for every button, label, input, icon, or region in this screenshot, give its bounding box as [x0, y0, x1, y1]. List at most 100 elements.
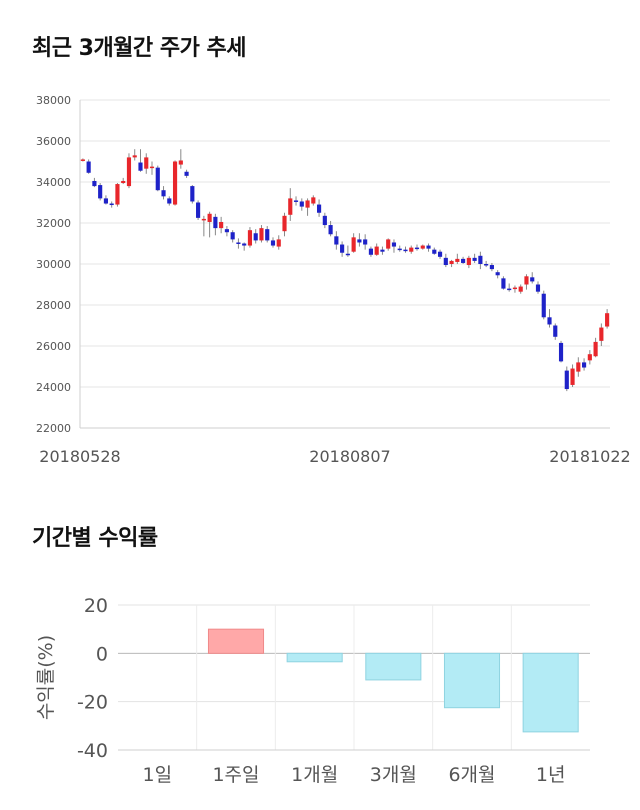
candle-body — [558, 342, 564, 362]
y-tick-label: 36000 — [36, 135, 71, 148]
candle-body — [340, 244, 345, 253]
y-tick-label: 24000 — [36, 381, 71, 394]
candle-body — [161, 190, 166, 197]
candle-body — [167, 198, 172, 204]
candle-body — [219, 221, 224, 229]
candle-body — [472, 257, 477, 261]
candle-body — [351, 237, 356, 252]
candle-body — [178, 160, 183, 165]
y-axis-title: 수익률(%) — [35, 635, 57, 720]
y-tick-label: -40 — [77, 740, 108, 762]
x-tick-label: 6개월 — [448, 764, 495, 786]
candle-body — [570, 368, 575, 385]
candle-body — [530, 277, 535, 282]
candle-body — [282, 215, 287, 232]
x-tick-label: 20181022 — [549, 447, 630, 466]
y-tick-label: 32000 — [36, 217, 71, 230]
candle-body — [587, 354, 592, 361]
candle-body — [196, 202, 201, 218]
candle-body — [305, 200, 310, 208]
y-tick-label: 26000 — [36, 340, 71, 353]
x-tick-label: 1년 — [536, 764, 566, 786]
candle-body — [201, 218, 206, 221]
candle-body — [414, 247, 420, 250]
candle-body — [132, 155, 137, 158]
candle-body — [172, 161, 178, 205]
candle-body — [363, 239, 368, 245]
candle-body — [247, 230, 253, 246]
candle-body — [86, 161, 91, 173]
candle-body — [478, 255, 483, 264]
return-bar — [522, 652, 579, 733]
candle-body — [288, 198, 293, 215]
x-tick-label: 20180807 — [309, 447, 390, 466]
candle-body — [103, 198, 108, 204]
candle-body — [507, 288, 512, 291]
candle-body — [564, 370, 569, 390]
candle-body — [576, 362, 581, 372]
candle-body — [253, 233, 258, 241]
y-tick-label: 22000 — [36, 422, 71, 435]
candle-body — [98, 185, 103, 199]
candle-body — [386, 239, 391, 249]
candle-body — [489, 265, 494, 270]
candle-body — [276, 239, 281, 247]
candle-body — [334, 236, 339, 245]
candle-body — [501, 278, 506, 289]
candle-body — [512, 287, 518, 290]
y-tick-label: 28000 — [36, 299, 71, 312]
candle-body — [155, 167, 160, 191]
x-tick-label: 1주일 — [212, 764, 259, 786]
candle-body — [138, 162, 143, 171]
candle-body — [466, 257, 471, 266]
x-tick-label: 3개월 — [370, 764, 417, 786]
candle-body — [265, 229, 270, 241]
candle-body — [322, 215, 327, 226]
candle-body — [593, 341, 598, 357]
candle-body — [109, 203, 114, 206]
x-tick-label: 20180528 — [39, 447, 120, 466]
return-bar — [207, 628, 265, 654]
candle-body — [368, 248, 373, 255]
y-tick-label: 0 — [96, 643, 108, 665]
candle-body — [420, 245, 425, 249]
candle-body — [541, 293, 546, 318]
candle-body — [236, 242, 241, 244]
stock-trend-title: 최근 3개월간 주가 추세 — [32, 36, 246, 61]
candle-body — [553, 325, 558, 337]
y-tick-label: 20 — [84, 595, 108, 617]
candlestick-chart: 38000 36000 34000 32000 30000 28000 26000 24000… — [36, 94, 631, 466]
candle-body — [605, 313, 610, 327]
y-tick-label: 30000 — [36, 258, 71, 271]
candle-body — [92, 180, 97, 187]
candle-body — [299, 201, 304, 207]
x-tick-label: 1일 — [143, 764, 173, 786]
candle-body — [213, 216, 218, 229]
candle-body — [207, 213, 212, 222]
candle-body — [242, 243, 247, 246]
candle-body — [230, 232, 235, 240]
candle-body — [293, 200, 299, 202]
return-bar — [443, 652, 501, 709]
candle-body — [380, 249, 385, 252]
x-tick-label: 1개월 — [291, 764, 338, 786]
candle-body — [270, 240, 276, 246]
candle-body — [461, 258, 466, 263]
candle-body — [443, 257, 448, 266]
return-bar — [365, 652, 422, 681]
candle-body — [357, 239, 362, 243]
candle-body — [582, 362, 587, 368]
candle-body — [599, 327, 604, 341]
candle-body — [224, 229, 229, 233]
candle-body — [115, 184, 120, 205]
candle-body — [455, 258, 460, 262]
period-return-title: 기간별 수익률 — [32, 526, 158, 551]
candle-body — [190, 186, 195, 202]
candle-body — [80, 159, 85, 161]
candle-body — [535, 284, 541, 292]
candle-body — [484, 264, 489, 266]
candle-body — [518, 286, 523, 292]
candle-body — [432, 249, 437, 254]
